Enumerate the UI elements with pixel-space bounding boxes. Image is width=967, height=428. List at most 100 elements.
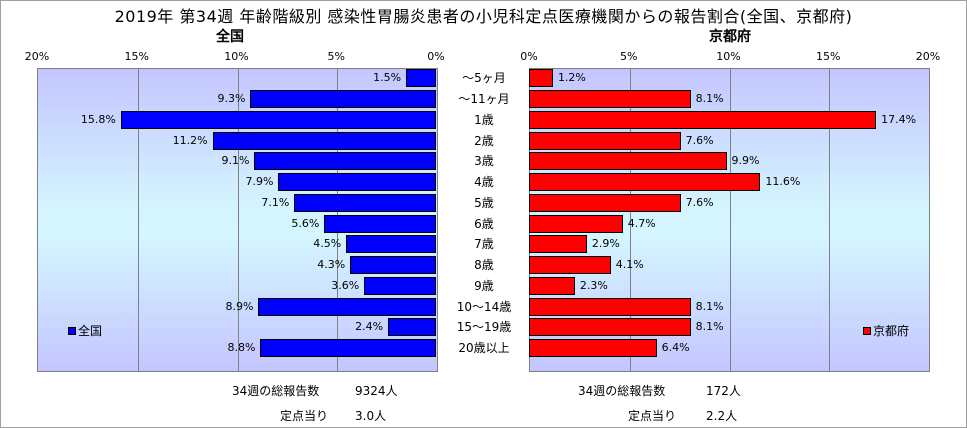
footer-left-per-value: 3.0人 [355, 409, 387, 423]
right-x-tick-label: 10% [716, 50, 741, 63]
footer-right-total-label: 34週の総報告数 [578, 384, 666, 398]
footer-right-per-label: 定点当り [628, 409, 677, 423]
left-x-tick-label: 20% [24, 50, 50, 63]
bar-national [120, 110, 436, 129]
bar-national [364, 276, 436, 295]
bar-national [250, 90, 436, 109]
bar-national [260, 339, 436, 358]
right-gridline [829, 69, 831, 371]
bar-national [278, 173, 436, 192]
data-label-national: 11.2% [172, 133, 208, 147]
data-label-kyoto: 1.2% [557, 71, 586, 85]
left-x-tick-label: 10% [224, 50, 249, 63]
right-panel-title: 京都府 [709, 29, 751, 45]
data-label-kyoto: 8.1% [695, 92, 724, 106]
category-label: 3歳 [474, 154, 494, 169]
bar-kyoto [529, 173, 761, 192]
category-label: ～5ヶ月 [462, 71, 506, 86]
data-label-national: 4.3% [317, 258, 346, 272]
data-label-national: 4.5% [313, 237, 342, 251]
data-label-national: 7.9% [245, 175, 274, 189]
right-x-tick-label: 0% [520, 50, 538, 63]
legend-national-swatch [68, 326, 76, 335]
bar-kyoto [529, 297, 691, 316]
footer-left-total-label: 34週の総報告数 [232, 384, 320, 398]
category-label: 8歳 [474, 258, 494, 273]
data-label-kyoto: 8.1% [695, 320, 724, 334]
left-gridline [237, 69, 239, 371]
data-label-kyoto: 2.3% [579, 278, 608, 292]
left-gridline [137, 69, 139, 371]
bar-national [324, 214, 436, 233]
right-gridline [729, 69, 731, 371]
category-label: 15～19歳 [456, 320, 512, 335]
bar-kyoto [529, 90, 691, 109]
data-label-national: 15.8% [80, 112, 116, 126]
bar-kyoto [529, 339, 657, 358]
category-label: 1歳 [474, 112, 494, 127]
data-label-kyoto: 11.6% [765, 175, 801, 189]
data-label-national: 9.3% [217, 92, 246, 106]
bar-national [212, 131, 436, 150]
data-label-kyoto: 2.9% [591, 237, 620, 251]
right-gridline [629, 69, 631, 371]
left-panel-title: 全国 [216, 29, 244, 45]
left-x-tick-label: 15% [124, 50, 149, 63]
bar-kyoto [529, 110, 877, 129]
category-label: 6歳 [474, 216, 494, 231]
legend-kyoto-swatch [863, 326, 871, 335]
footer-right-total-value: 172人 [706, 384, 741, 398]
data-label-national: 1.5% [373, 71, 402, 85]
data-label-national: 9.1% [221, 154, 250, 168]
footer-right-per-value: 2.2人 [706, 409, 738, 423]
right-x-tick-label: 5% [620, 50, 638, 63]
footer-left-total-value: 9324人 [355, 384, 398, 398]
category-label: 10～14歳 [456, 299, 512, 314]
category-label: 2歳 [474, 133, 494, 148]
bar-kyoto [529, 214, 623, 233]
legend-national: 全国 [68, 322, 102, 339]
data-label-national: 3.6% [331, 278, 360, 292]
bar-kyoto [529, 69, 553, 88]
bar-kyoto [529, 276, 575, 295]
data-label-kyoto: 17.4% [881, 112, 917, 126]
chart-title: 2019年 第34週 年齢階級別 感染性胃腸炎患者の小児科定点医療機関からの報告… [114, 7, 853, 26]
bar-national [254, 152, 436, 171]
data-label-kyoto: 9.9% [731, 154, 760, 168]
bar-kyoto [529, 235, 587, 254]
bar-kyoto [529, 193, 681, 212]
bar-national [294, 193, 436, 212]
bar-national [388, 318, 436, 337]
legend-national-label: 全国 [78, 324, 103, 338]
category-label: 5歳 [474, 195, 494, 210]
right-x-tick-label: 20% [915, 50, 941, 63]
legend-kyoto: 京都府 [863, 322, 909, 339]
data-label-kyoto: 4.1% [615, 258, 644, 272]
data-label-national: 5.6% [291, 216, 320, 230]
data-label-kyoto: 7.6% [685, 195, 714, 209]
category-label: ～11ヶ月 [458, 92, 510, 107]
legend-kyoto-label: 京都府 [873, 324, 910, 338]
category-label: 20歳以上 [458, 341, 510, 356]
bar-national [346, 235, 436, 254]
data-label-kyoto: 6.4% [661, 341, 690, 355]
left-x-tick-label: 0% [427, 50, 445, 63]
footer-left-per-label: 定点当り [280, 409, 329, 423]
data-label-national: 8.8% [227, 341, 256, 355]
data-label-national: 7.1% [261, 195, 290, 209]
bar-national [406, 69, 436, 88]
bar-kyoto [529, 152, 727, 171]
data-label-national: 2.4% [355, 320, 384, 334]
data-label-kyoto: 4.7% [627, 216, 656, 230]
category-label: 4歳 [474, 175, 494, 190]
right-x-tick-label: 15% [816, 50, 841, 63]
bar-national [350, 256, 436, 275]
data-label-kyoto: 7.6% [685, 133, 714, 147]
category-label: 9歳 [474, 278, 494, 293]
bar-kyoto [529, 256, 611, 275]
data-label-national: 8.9% [225, 299, 254, 313]
category-label: 7歳 [474, 237, 494, 252]
bar-kyoto [529, 131, 681, 150]
bar-national [258, 297, 436, 316]
data-label-kyoto: 8.1% [695, 299, 724, 313]
